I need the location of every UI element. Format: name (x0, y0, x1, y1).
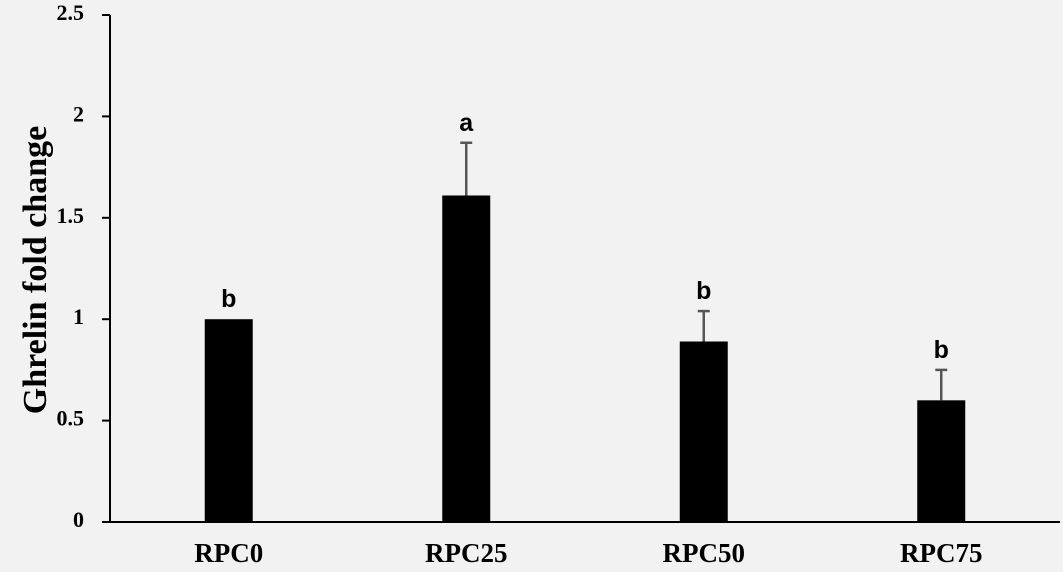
x-category-label: RPC0 (194, 538, 263, 568)
x-category-label: RPC75 (900, 538, 983, 568)
x-category-label: RPC25 (425, 538, 508, 568)
y-tick-label: 2.5 (57, 0, 85, 25)
y-tick-label: 0.5 (57, 406, 85, 431)
significance-label: b (934, 336, 949, 364)
x-category-label: RPC50 (663, 538, 746, 568)
significance-label: a (459, 109, 474, 137)
y-tick-label: 0 (73, 507, 84, 532)
bar (917, 400, 966, 522)
y-axis-title: Ghrelin fold change (17, 126, 54, 414)
bar (442, 195, 491, 522)
bar (679, 341, 728, 522)
y-tick-label: 2 (73, 101, 84, 126)
significance-labels: b a b b (221, 109, 949, 364)
bar (204, 319, 253, 522)
y-tick-label: 1 (73, 304, 84, 329)
bars (204, 195, 966, 522)
error-bars (460, 141, 948, 401)
y-tick-label: 1.5 (57, 203, 85, 228)
significance-label: b (221, 285, 236, 313)
y-axis-ticks: 0 0.5 1 1.5 2 2.5 (57, 0, 110, 532)
x-axis-categories: RPC0 RPC25 RPC50 RPC75 (194, 538, 982, 568)
significance-label: b (696, 277, 711, 305)
